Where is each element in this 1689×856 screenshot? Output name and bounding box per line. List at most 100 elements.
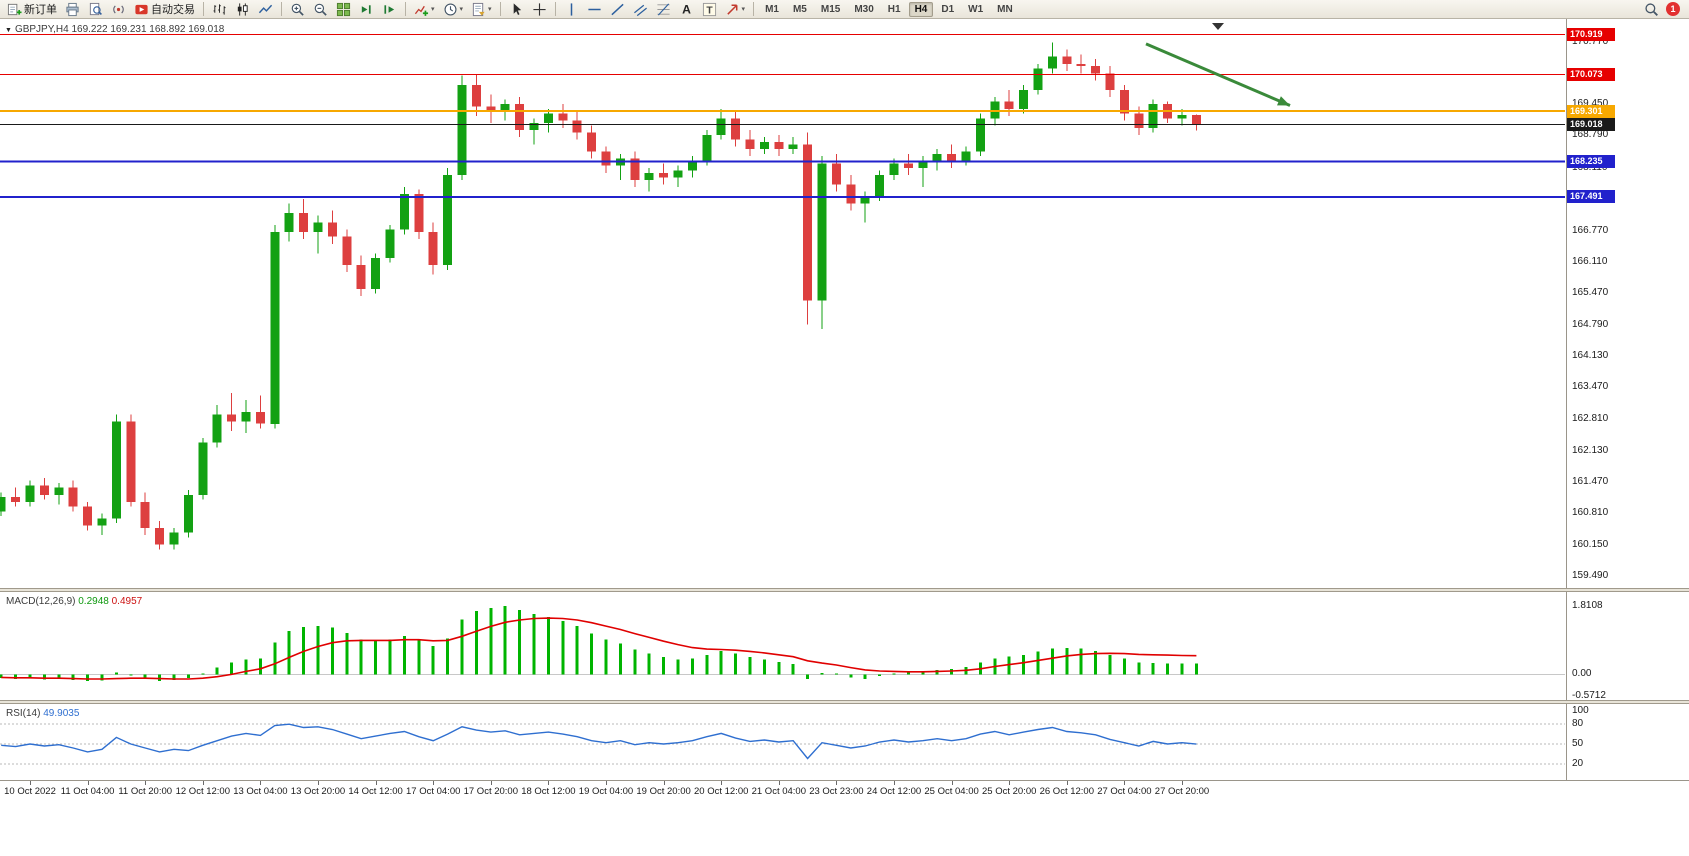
search-icon[interactable] xyxy=(1644,2,1659,17)
candle-body xyxy=(428,232,438,266)
vertical-line-button[interactable] xyxy=(561,0,582,19)
candle-body xyxy=(947,153,957,161)
dropdown-caret-icon[interactable]: ▾ xyxy=(459,6,464,13)
timeframe-button-m1[interactable]: M1 xyxy=(765,3,779,15)
chart-shift-button[interactable] xyxy=(379,0,400,19)
text-label-button[interactable] xyxy=(699,0,720,19)
timeframe-button-h4[interactable]: H4 xyxy=(908,1,934,17)
print-preview-button[interactable] xyxy=(85,0,106,19)
candle-body xyxy=(745,139,755,150)
templates-button[interactable]: ▾ xyxy=(468,0,495,19)
timeframe-button-m5[interactable]: M5 xyxy=(792,3,807,15)
candle-body xyxy=(97,518,107,526)
alerts-button[interactable] xyxy=(108,0,129,19)
candle-body xyxy=(270,232,280,424)
zoom-out-button[interactable] xyxy=(310,0,331,19)
candle-body xyxy=(1004,101,1014,109)
time-axis[interactable]: 10 Oct 2022 11 Oct 04:00 11 Oct 20:00 12 Oc… xyxy=(0,780,1689,856)
candle-body xyxy=(327,222,337,237)
candle-body xyxy=(183,494,193,533)
periods-button[interactable]: ▾ xyxy=(440,0,467,19)
candle-body xyxy=(457,85,467,176)
time-axis-tick xyxy=(721,781,723,785)
panel-splitter-1[interactable] xyxy=(0,588,1689,592)
candle-body xyxy=(486,106,496,112)
candle-body xyxy=(673,170,683,178)
macd-panel[interactable] xyxy=(0,592,1566,700)
candle-body xyxy=(587,132,597,152)
trend-arrow-line[interactable] xyxy=(1145,42,1291,107)
tile-windows-button[interactable] xyxy=(333,0,354,19)
zoom-in-button[interactable] xyxy=(287,0,308,19)
candle-body xyxy=(284,213,294,232)
price-scale[interactable] xyxy=(1567,19,1689,780)
time-axis-tick xyxy=(894,781,895,785)
candle-body xyxy=(0,497,6,512)
chart-shift-marker[interactable] xyxy=(1212,23,1224,30)
symbol-ohlc-text: GBPJPY,H4 169.222 169.231 168.892 169.01… xyxy=(14,24,225,35)
autotrading-button[interactable]: 自动交易 xyxy=(131,0,198,19)
indicator-plus-icon xyxy=(414,2,429,17)
rsi-panel[interactable] xyxy=(0,704,1566,780)
candle-body xyxy=(774,142,784,150)
zoom-out-icon xyxy=(313,2,328,17)
one-click-expand-icon[interactable]: ▼ xyxy=(5,27,12,34)
new-order-button[interactable]: 新订单 xyxy=(4,0,60,19)
rsi-value: 49.9035 xyxy=(43,708,80,719)
dropdown-caret-icon[interactable]: ▾ xyxy=(431,6,435,13)
candle-body xyxy=(198,442,208,495)
candlestick-chart-button[interactable] xyxy=(232,0,253,19)
trend-arrow-head xyxy=(1277,96,1290,106)
candle-body xyxy=(1119,89,1129,114)
timeframe-button-d1[interactable]: D1 xyxy=(941,3,955,15)
candle-body xyxy=(572,120,582,133)
time-axis-label: 17 Oct 20:00 xyxy=(463,786,518,797)
trendline-button[interactable] xyxy=(607,0,628,19)
print-button[interactable] xyxy=(62,0,83,19)
auto-scroll-button[interactable] xyxy=(356,0,377,19)
candle-body xyxy=(644,172,654,180)
price-scale-divider xyxy=(1566,19,1567,780)
arrows-button[interactable]: ▾ xyxy=(722,0,749,19)
main-price-chart[interactable] xyxy=(0,19,1566,588)
equidistant-channel-button[interactable] xyxy=(630,0,651,19)
timeframe-button-m30[interactable]: M30 xyxy=(854,3,874,15)
toolbar-buttons: 新订单 自动交易 ▾ ▾ ▾ ▾ xyxy=(3,0,758,19)
candle-body xyxy=(227,414,237,422)
candle-body xyxy=(1191,114,1201,125)
label-t-icon xyxy=(702,2,717,17)
chart-info-line: ▼ GBPJPY,H4 169.222 169.231 168.892 169.0… xyxy=(5,24,224,35)
time-axis-tick xyxy=(1066,781,1068,785)
timeframe-button-mn[interactable]: MN xyxy=(997,3,1013,15)
candle-body xyxy=(846,184,856,204)
horizontal-line-button[interactable] xyxy=(584,0,605,19)
panel-splitter-2[interactable] xyxy=(0,700,1689,704)
text-button[interactable] xyxy=(676,0,697,19)
fibonacci-button[interactable] xyxy=(653,0,674,19)
time-axis-label: 23 Oct 23:00 xyxy=(809,786,864,797)
time-axis-tick xyxy=(548,781,550,785)
notification-badge[interactable]: 1 xyxy=(1666,2,1680,16)
candle-body xyxy=(543,113,553,124)
candle-body xyxy=(500,104,510,112)
timeframe-button-h1[interactable]: H1 xyxy=(887,3,901,15)
vline-icon xyxy=(564,2,579,17)
autoscroll-icon xyxy=(359,2,374,17)
indicators-button[interactable]: ▾ xyxy=(411,0,438,19)
dropdown-caret-icon[interactable]: ▾ xyxy=(741,6,746,13)
rsi-title: RSI(14) 49.9035 xyxy=(6,708,79,719)
timeframe-button-m15[interactable]: M15 xyxy=(820,3,841,15)
candle-body xyxy=(83,506,93,526)
time-axis-tick xyxy=(433,781,435,785)
zoom-in-icon xyxy=(290,2,305,17)
line-chart-button[interactable] xyxy=(255,0,276,19)
cursor-button[interactable] xyxy=(506,0,527,19)
crosshair-button[interactable] xyxy=(529,0,550,19)
cursor-icon xyxy=(509,2,524,17)
toolbar-right: 1 xyxy=(1644,2,1686,17)
timeframe-button-w1[interactable]: W1 xyxy=(968,3,984,15)
bar-chart-button[interactable] xyxy=(209,0,230,19)
dropdown-caret-icon[interactable]: ▾ xyxy=(488,6,492,13)
crosshair-icon xyxy=(532,2,547,17)
